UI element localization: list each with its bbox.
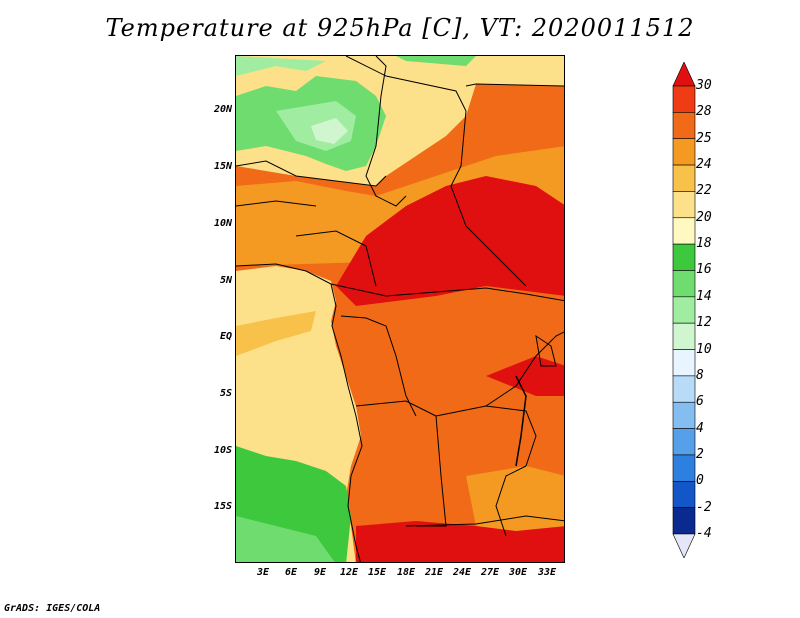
colorbar-segment [672,322,696,350]
colorbar-segment [672,428,696,456]
colorbar-label: 20 [696,209,712,225]
colorbar-segment [672,401,696,429]
lon-label-24e: 24E [452,567,472,578]
lat-label-10n: 10N [213,218,232,229]
top-green [236,56,326,76]
top-right-green [396,56,476,66]
colorbar-label: 10 [696,341,712,357]
colorbar-bottom-arrow [672,533,696,558]
map-canvas [236,56,564,562]
temperature-map [235,55,565,563]
lon-label-33e: 33E [537,567,557,578]
sw-lightgreen-zone [236,516,335,562]
lon-label-6e: 6E [284,567,298,578]
colorbar-label: -2 [696,499,712,515]
colorbar-segment [672,217,696,245]
lon-label-9e: 9E [313,567,327,578]
lon-label-12e: 12E [339,567,359,578]
lon-label-27e: 27E [480,567,500,578]
lon-label-30e: 30E [508,567,528,578]
colorbar-segment [672,296,696,324]
colorbar-segment [672,164,696,192]
lat-label-eq: EQ [219,331,232,342]
lat-label-15n: 15N [213,161,232,172]
colorbar-segment [672,138,696,166]
colorbar-label: 2 [696,446,704,462]
colorbar-segment [672,270,696,298]
lon-label-18e: 18E [396,567,416,578]
lat-label-5s: 5S [219,388,232,399]
colorbar-label: 24 [696,157,712,173]
lat-label-20n: 20N [213,104,232,115]
lat-label-15s: 15S [213,501,232,512]
lon-label-15e: 15E [367,567,387,578]
colorbar-segment [672,85,696,113]
lat-label-10s: 10S [213,445,232,456]
colorbar-label: 6 [696,394,704,410]
se-warm-patch [466,466,564,531]
colorbar-label: 25 [696,130,712,146]
colorbar-segment [672,507,696,535]
colorbar-label: 16 [696,262,712,278]
colorbar-label: 28 [696,104,712,120]
colorbar-segment [672,112,696,140]
colorbar-label: 22 [696,183,712,199]
colorbar-segment [672,349,696,377]
colorbar-segment [672,480,696,508]
colorbar-segment [672,191,696,219]
nw-pale-green [311,118,348,144]
map-title: Temperature at 925hPa [C], VT: 202001151… [105,14,695,42]
colorbar [672,62,696,558]
colorbar-label: 30 [696,78,712,93]
lat-label-5n: 5N [219,275,232,286]
hot-core [336,176,564,306]
colorbar-label: 0 [696,473,704,489]
colorbar-label: 12 [696,315,712,331]
country-borders [236,56,564,562]
colorbar-top-arrow [672,62,696,87]
colorbar-segment [672,454,696,482]
colorbar-segment [672,243,696,271]
colorbar-label: 8 [696,367,704,383]
colorbar-label: -4 [696,526,712,541]
colorbar-label: 14 [696,288,712,304]
grads-credit: GrADS: IGES/COLA [4,603,101,614]
colorbar-segment [672,375,696,403]
lon-label-3e: 3E [256,567,270,578]
sea-warm-streak [236,311,316,356]
lon-label-21e: 21E [424,567,444,578]
colorbar-label: 4 [696,420,704,436]
colorbar-label: 18 [696,236,712,252]
